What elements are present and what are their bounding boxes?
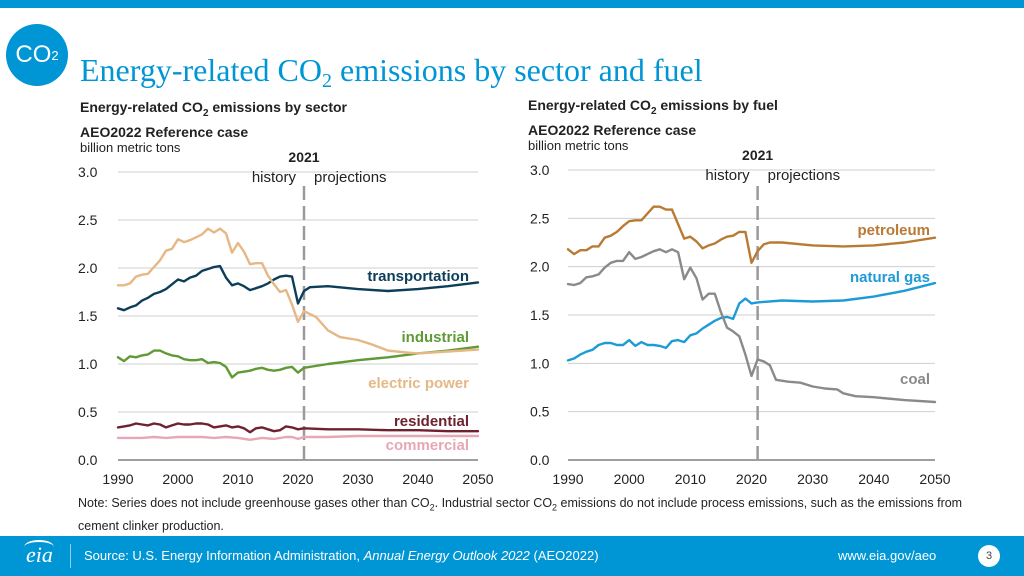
sector-y-tick-label: 3.0 <box>78 164 98 180</box>
left-chart-title: Energy-related CO2 emissions by sector A… <box>80 99 348 140</box>
fuel-y-tick-label: 1.5 <box>530 307 550 323</box>
sector-x-tick-label: 2000 <box>162 471 193 487</box>
co2-badge-icon: CO 2 <box>6 24 68 86</box>
fuel-y-tick-label: 3.0 <box>530 162 550 178</box>
right-chart-title: Energy-related CO2 emissions by fuel AEO… <box>528 97 778 138</box>
fuel-x-tick-label: 2000 <box>614 471 645 487</box>
sector-history-label: history <box>252 169 297 186</box>
label-petroleum: petroleum <box>857 222 930 239</box>
fuel-x-tick-label: 2030 <box>797 471 828 487</box>
fuel-y-tick-label: 1.0 <box>530 355 550 371</box>
footer-bar: eia Source: U.S. Energy Information Admi… <box>0 536 1024 576</box>
right-chart-unit: billion metric tons <box>528 138 629 153</box>
label-electric-power: electric power <box>368 375 469 392</box>
label-natural-gas: natural gas <box>850 269 930 286</box>
fuel-y-tick-label: 0.5 <box>530 404 550 420</box>
sector-y-tick-label: 0.5 <box>78 404 98 420</box>
sector-y-tick-label: 0.0 <box>78 452 98 468</box>
charts-canvas: 0.0 0.5 1.0 1.5 2.0 2.5 3.0 1990 2000 2010 2020 203… <box>78 147 951 487</box>
fuel-projections-label: projections <box>768 167 841 184</box>
fuel-x-tick-label: 2020 <box>736 471 767 487</box>
fuel-divider-year: 2021 <box>742 147 773 163</box>
sector-series-transportation <box>116 264 480 312</box>
source-text: Source: U.S. Energy Information Administ… <box>84 548 599 563</box>
footer-divider <box>70 544 71 568</box>
sector-divider-year: 2021 <box>288 149 319 165</box>
fuel-history-label: history <box>705 167 750 184</box>
left-chart-unit: billion metric tons <box>80 140 181 155</box>
eia-logo-icon: eia <box>24 540 54 567</box>
label-residential: residential <box>394 413 469 430</box>
footnote: Note: Series does not include greenhouse… <box>78 496 963 533</box>
sector-y-tick-label: 2.5 <box>78 212 98 228</box>
fuel-x-tick-label: 2010 <box>675 471 706 487</box>
label-coal: coal <box>900 371 930 388</box>
fuel-series-coal <box>566 248 937 404</box>
sector-projections-label: projections <box>314 169 387 186</box>
fuel-x-tick-label: 2040 <box>858 471 889 487</box>
sector-x-tick-label: 2050 <box>462 471 493 487</box>
fuel-x-tick-label: 1990 <box>552 471 583 487</box>
sector-series-commercial <box>116 434 480 441</box>
sector-y-tick-label: 2.0 <box>78 260 98 276</box>
fuel-emissions-chart: 0.0 0.5 1.0 1.5 2.0 2.5 3.0 1990 2000 2010 2020 203… <box>530 147 951 487</box>
sector-series-electric-power <box>116 227 480 355</box>
fuel-series-petroleum <box>566 205 937 264</box>
sector-series-residential <box>116 422 480 434</box>
fuel-y-tick-label: 2.5 <box>530 210 550 226</box>
website-link[interactable]: www.eia.gov/aeo <box>838 548 937 563</box>
fuel-series-natural-gas <box>566 281 937 362</box>
sector-x-tick-label: 2040 <box>402 471 433 487</box>
top-accent-bar <box>0 0 1024 8</box>
page-number: 3 <box>978 545 1000 567</box>
label-industrial: industrial <box>401 329 469 346</box>
fuel-y-tick-label: 2.0 <box>530 259 550 275</box>
fuel-x-tick-label: 2050 <box>919 471 950 487</box>
sector-y-tick-label: 1.5 <box>78 308 98 324</box>
label-commercial: commercial <box>386 437 469 454</box>
fuel-y-tick-label: 0.0 <box>530 452 550 468</box>
page-title: Energy-related CO2 emissions by sector a… <box>80 52 703 92</box>
label-transportation: transportation <box>367 268 469 285</box>
sector-series-industrial <box>116 345 480 379</box>
sector-x-tick-label: 1990 <box>102 471 133 487</box>
sector-x-tick-label: 2030 <box>342 471 373 487</box>
sector-x-tick-label: 2020 <box>282 471 313 487</box>
sector-y-tick-label: 1.0 <box>78 356 98 372</box>
sector-emissions-chart: 0.0 0.5 1.0 1.5 2.0 2.5 3.0 1990 2000 2010 2020 203… <box>78 149 494 487</box>
sector-x-tick-label: 2010 <box>222 471 253 487</box>
